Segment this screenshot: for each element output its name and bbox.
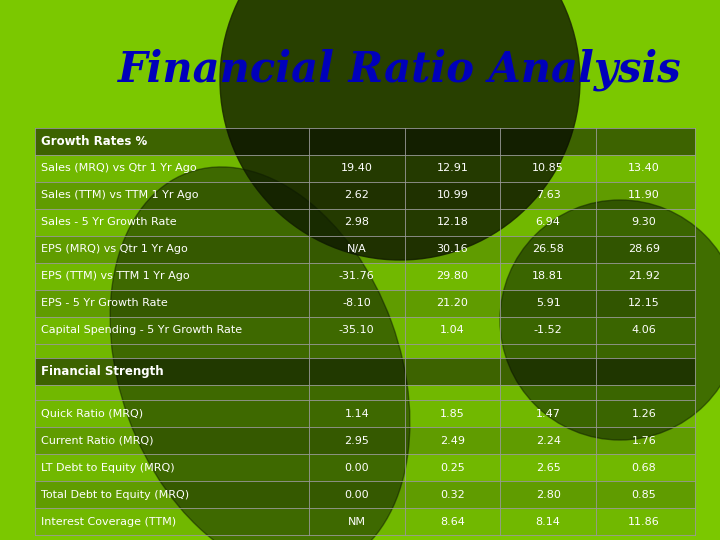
Text: 2.49: 2.49	[440, 436, 465, 446]
Bar	[35, 128, 695, 155]
Text: 1.76: 1.76	[631, 436, 656, 446]
Text: -31.76: -31.76	[339, 271, 374, 281]
Text: Sales (TTM) vs TTM 1 Yr Ago: Sales (TTM) vs TTM 1 Yr Ago	[41, 191, 199, 200]
Bar	[35, 182, 695, 209]
Text: EPS - 5 Yr Growth Rate: EPS - 5 Yr Growth Rate	[41, 298, 168, 308]
Bar	[35, 236, 695, 263]
Text: 0.32: 0.32	[440, 490, 465, 500]
Text: 0.00: 0.00	[344, 463, 369, 472]
Text: 0.25: 0.25	[440, 463, 465, 472]
Text: -8.10: -8.10	[343, 298, 371, 308]
Text: 12.91: 12.91	[436, 164, 469, 173]
Text: EPS (TTM) vs TTM 1 Yr Ago: EPS (TTM) vs TTM 1 Yr Ago	[41, 271, 189, 281]
Bar	[35, 155, 695, 182]
Text: Financial Strength: Financial Strength	[41, 366, 163, 379]
Text: Financial Ratio Analysis: Financial Ratio Analysis	[118, 49, 682, 91]
Text: 26.58: 26.58	[532, 244, 564, 254]
Text: 1.04: 1.04	[440, 325, 465, 335]
Text: -1.52: -1.52	[534, 325, 562, 335]
Text: EPS (MRQ) vs Qtr 1 Yr Ago: EPS (MRQ) vs Qtr 1 Yr Ago	[41, 244, 188, 254]
Text: 2.98: 2.98	[344, 217, 369, 227]
Circle shape	[500, 200, 720, 440]
Text: 19.40: 19.40	[341, 164, 373, 173]
Text: N/A: N/A	[347, 244, 366, 254]
Bar	[35, 343, 695, 359]
Ellipse shape	[110, 167, 410, 540]
Text: Sales (MRQ) vs Qtr 1 Yr Ago: Sales (MRQ) vs Qtr 1 Yr Ago	[41, 164, 197, 173]
Text: 21.92: 21.92	[628, 271, 660, 281]
Bar	[35, 263, 695, 290]
Text: 21.20: 21.20	[436, 298, 469, 308]
Text: 2.95: 2.95	[344, 436, 369, 446]
Text: 8.14: 8.14	[536, 517, 561, 526]
Bar	[35, 316, 695, 343]
Text: 6.94: 6.94	[536, 217, 561, 227]
Text: 11.90: 11.90	[628, 191, 660, 200]
Text: 0.68: 0.68	[631, 463, 656, 472]
Text: 1.85: 1.85	[440, 409, 465, 419]
Bar	[35, 454, 695, 481]
Text: 12.15: 12.15	[628, 298, 660, 308]
Text: 12.18: 12.18	[436, 217, 469, 227]
Text: 11.86: 11.86	[628, 517, 660, 526]
Text: 4.06: 4.06	[631, 325, 656, 335]
Text: 2.65: 2.65	[536, 463, 561, 472]
Text: -35.10: -35.10	[339, 325, 374, 335]
Text: Capital Spending - 5 Yr Growth Rate: Capital Spending - 5 Yr Growth Rate	[41, 325, 242, 335]
Bar	[35, 508, 695, 535]
Text: 18.81: 18.81	[532, 271, 564, 281]
Bar	[35, 290, 695, 316]
Text: 9.30: 9.30	[631, 217, 656, 227]
Text: 2.80: 2.80	[536, 490, 561, 500]
Text: 0.85: 0.85	[631, 490, 656, 500]
Text: 1.14: 1.14	[344, 409, 369, 419]
Text: 1.47: 1.47	[536, 409, 561, 419]
Text: Sales - 5 Yr Growth Rate: Sales - 5 Yr Growth Rate	[41, 217, 176, 227]
Text: Current Ratio (MRQ): Current Ratio (MRQ)	[41, 436, 153, 446]
Text: 2.24: 2.24	[536, 436, 561, 446]
Text: Quick Ratio (MRQ): Quick Ratio (MRQ)	[41, 409, 143, 419]
Bar	[35, 386, 695, 400]
Text: Growth Rates %: Growth Rates %	[41, 135, 148, 148]
Circle shape	[220, 0, 580, 260]
Text: 7.63: 7.63	[536, 191, 561, 200]
Text: 1.26: 1.26	[631, 409, 656, 419]
Text: 10.99: 10.99	[436, 191, 469, 200]
Text: 13.40: 13.40	[628, 164, 660, 173]
Bar	[35, 359, 695, 386]
Text: Interest Coverage (TTM): Interest Coverage (TTM)	[41, 517, 176, 526]
Text: 8.64: 8.64	[440, 517, 465, 526]
Text: Total Debt to Equity (MRQ): Total Debt to Equity (MRQ)	[41, 490, 189, 500]
Bar	[35, 209, 695, 236]
Text: 28.69: 28.69	[628, 244, 660, 254]
Text: NM: NM	[348, 517, 366, 526]
Bar	[35, 400, 695, 427]
Text: 29.80: 29.80	[436, 271, 469, 281]
Text: 30.16: 30.16	[436, 244, 468, 254]
Bar	[35, 481, 695, 508]
Text: 5.91: 5.91	[536, 298, 561, 308]
Text: 10.85: 10.85	[532, 164, 564, 173]
Text: LT Debt to Equity (MRQ): LT Debt to Equity (MRQ)	[41, 463, 175, 472]
Text: 0.00: 0.00	[344, 490, 369, 500]
Text: 2.62: 2.62	[344, 191, 369, 200]
Bar	[35, 427, 695, 454]
